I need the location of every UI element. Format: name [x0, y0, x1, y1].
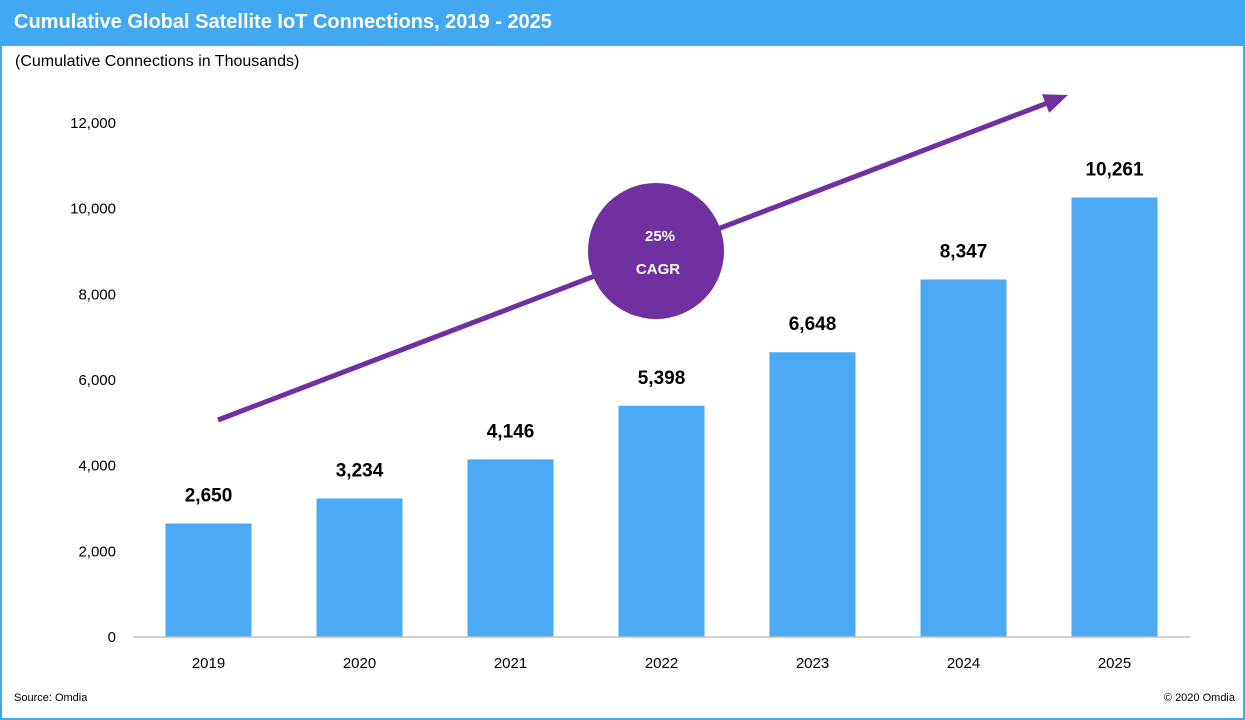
x-tick-label: 2025 — [1098, 655, 1131, 672]
x-tick-label: 2021 — [494, 655, 527, 672]
cagr-label: CAGR — [636, 261, 680, 278]
bar-2022 — [618, 405, 705, 637]
data-label: 6,648 — [789, 314, 837, 335]
x-tick-label: 2024 — [947, 655, 980, 672]
x-tick-label: 2022 — [645, 655, 678, 672]
data-label: 4,146 — [487, 421, 535, 442]
y-tick-label: 0 — [108, 629, 116, 646]
x-tick-label: 2023 — [796, 655, 829, 672]
x-tick-label: 2020 — [343, 655, 376, 672]
data-label: 2,650 — [185, 485, 233, 506]
chart-subtitle: (Cumulative Connections in Thousands) — [15, 53, 300, 70]
title-bar: Cumulative Global Satellite IoT Connecti… — [2, 2, 1243, 46]
bar-2021 — [467, 459, 554, 637]
bar-2023 — [769, 352, 856, 637]
cagr-bubble — [588, 183, 724, 319]
trend-arrow-head — [1042, 94, 1068, 113]
y-tick-label: 2,000 — [78, 543, 116, 560]
bar-2019 — [165, 523, 252, 637]
x-tick-label: 2019 — [192, 655, 225, 672]
data-label: 5,398 — [638, 368, 686, 389]
y-tick-label: 8,000 — [78, 286, 116, 303]
copyright-note: © 2020 Omdia — [1163, 692, 1235, 704]
chart-title: Cumulative Global Satellite IoT Connecti… — [14, 11, 552, 33]
bar-2020 — [316, 498, 403, 637]
data-label: 10,261 — [1085, 159, 1144, 180]
y-tick-label: 4,000 — [78, 458, 116, 475]
y-tick-label: 10,000 — [70, 201, 116, 218]
source-note: Source: Omdia — [14, 692, 88, 704]
cagr-value: 25% — [645, 228, 675, 245]
bar-2025 — [1071, 197, 1158, 637]
data-label: 3,234 — [336, 460, 384, 481]
bar-2024 — [920, 279, 1007, 637]
data-label: 8,347 — [940, 241, 988, 262]
y-tick-label: 6,000 — [78, 372, 116, 389]
y-tick-label: 12,000 — [70, 115, 116, 132]
